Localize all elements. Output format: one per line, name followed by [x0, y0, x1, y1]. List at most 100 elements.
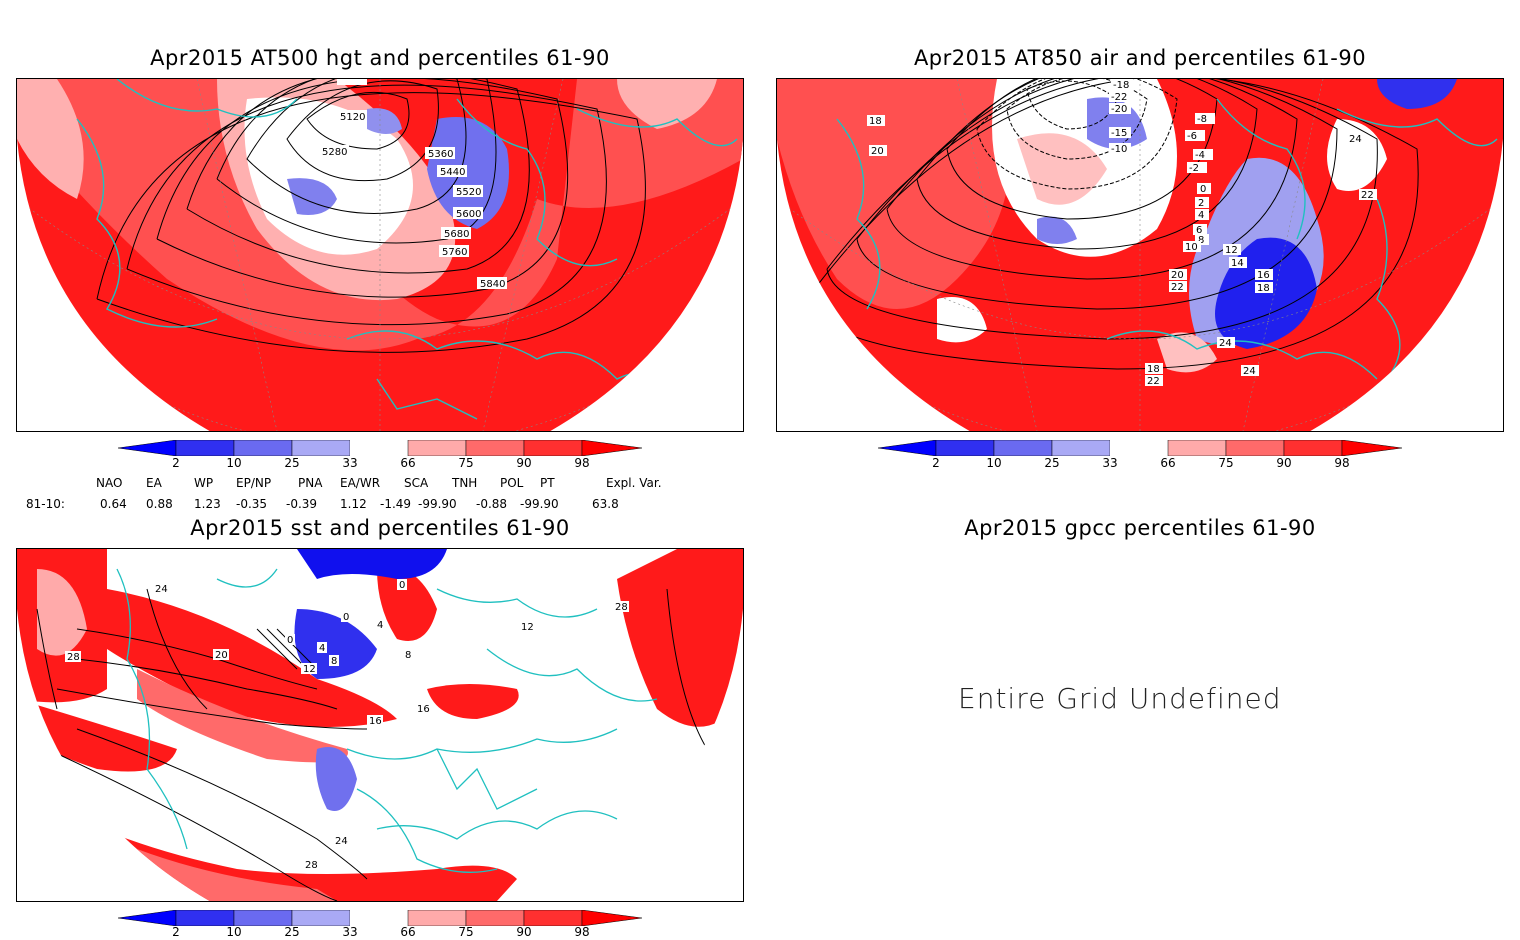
contour-label: 28: [615, 602, 628, 613]
index-header: EA: [146, 476, 162, 490]
index-value: 1.23: [194, 497, 221, 511]
contour-label: 18: [1147, 364, 1160, 375]
index-header: POL: [500, 476, 524, 490]
contour-label: 8: [405, 650, 411, 661]
colorbar-label: 75: [458, 456, 474, 470]
colorbar-label: 2: [932, 456, 940, 470]
index-value: 0.64: [100, 497, 127, 511]
contour-label: 0: [1200, 184, 1206, 195]
contour-label: 4: [319, 643, 325, 654]
colorbar-label: 66: [400, 456, 416, 470]
undefined-grid-message: Entire Grid Undefined: [958, 682, 1282, 715]
index-value: -1.49: [380, 497, 412, 511]
colorbar-label: 90: [1276, 456, 1292, 470]
colorbar-label: 10: [226, 456, 242, 470]
contour-label: 5680: [444, 229, 469, 240]
colorbar-label: 33: [342, 925, 358, 939]
index-header: EP/NP: [236, 476, 272, 490]
contour-label: 22: [1147, 376, 1160, 387]
contour-label: -6: [1187, 131, 1197, 142]
contour-label: 5360: [428, 149, 453, 160]
colorbar-label: 2: [172, 456, 180, 470]
index-header: EA/WR: [340, 476, 381, 490]
index-header: TNH: [452, 476, 478, 490]
colorbar-sst: 2 10 25 33 66 75 90 98: [117, 909, 643, 940]
index-value: 63.8: [592, 497, 619, 511]
colorbar-label: 33: [1102, 456, 1118, 470]
colorbar-swatches: [877, 439, 1403, 457]
colorbar-label: 98: [1334, 456, 1350, 470]
contour-label: 24: [1349, 134, 1362, 145]
map-panel-air850: -18 -22 -20 -15 -10 -8 -6 -4 -2 0 2 4 6 …: [776, 78, 1504, 432]
contour-label: 20: [1171, 270, 1184, 281]
contour-label: 0: [287, 635, 293, 646]
contour-label: 20: [871, 146, 884, 157]
contour-label: 6: [1196, 225, 1202, 236]
contour-label: -8: [1197, 114, 1207, 125]
index-header: SCA: [404, 476, 429, 490]
contour-label: 8: [1198, 235, 1204, 246]
contour-label: 4: [377, 620, 383, 631]
contour-label: 20: [215, 650, 228, 661]
colorbar-swatches: [117, 439, 643, 457]
colorbar-label: 98: [574, 925, 590, 939]
contour-label: 0: [343, 612, 349, 623]
contour-label: 5520: [456, 187, 481, 198]
contour-label: 22: [1171, 282, 1184, 293]
contour-label: 14: [1231, 258, 1244, 269]
contour-label: -4: [1195, 150, 1205, 161]
panel-title-tr: Apr2015 AT850 air and percentiles 61-90: [913, 46, 1367, 70]
index-value: -99.90: [520, 497, 559, 511]
contour-label: 24: [335, 836, 348, 847]
contour-label: -20: [1111, 104, 1127, 115]
index-header: Expl. Var.: [606, 476, 662, 490]
contour-label: 24: [1243, 366, 1256, 377]
contour-label: 28: [67, 652, 80, 663]
panel-title-bl: Apr2015 sst and percentiles 61-90: [190, 516, 570, 540]
index-value: -0.88: [476, 497, 508, 511]
contour-label: -18: [1113, 80, 1129, 91]
map-panel-hgt500: 5120 5280 5360 5440 5520 5600 5680 5760 …: [16, 78, 744, 432]
contour-label: 12: [1225, 245, 1238, 256]
colorbar-label: 33: [342, 456, 358, 470]
colorbar-label: 10: [986, 456, 1002, 470]
index-value: 0.88: [146, 497, 173, 511]
index-header: PNA: [298, 476, 323, 490]
contour-label: 28: [305, 860, 318, 871]
colorbar-label: 75: [1218, 456, 1234, 470]
colorbar-label: 25: [1044, 456, 1060, 470]
colorbar-label: 90: [516, 456, 532, 470]
contour-label: 24: [155, 584, 168, 595]
contour-label: 8: [331, 656, 337, 667]
contour-label: -10: [1111, 144, 1127, 155]
contour-label: 18: [1257, 283, 1270, 294]
colorbar-hgt500: 2 10 25 33 66 75 90 98: [117, 439, 643, 472]
index-value: -99.90: [418, 497, 457, 511]
contour-label: -22: [1111, 92, 1127, 103]
contour-label: 10: [1185, 242, 1198, 253]
contour-label: 5120: [340, 112, 365, 123]
colorbar-label: 66: [400, 925, 416, 939]
panel-title-tl: Apr2015 AT500 hgt and percentiles 61-90: [150, 46, 610, 70]
contour-label: 0: [399, 580, 405, 591]
colorbar-label: 25: [284, 456, 300, 470]
contour-label: 12: [303, 664, 316, 675]
contour-label: 5600: [456, 209, 481, 220]
colorbar-label: 98: [574, 456, 590, 470]
contour-label: 5440: [440, 167, 465, 178]
contour-label: 5840: [480, 279, 505, 290]
contour-label: 2: [1198, 198, 1204, 209]
index-header: WP: [194, 476, 214, 490]
index-value: -0.35: [236, 497, 268, 511]
contour-label: 5760: [442, 247, 467, 258]
colorbar-label: 10: [226, 925, 242, 939]
panel-title-br: Apr2015 gpcc percentiles 61-90: [964, 516, 1316, 540]
contour-label: 12: [521, 622, 534, 633]
colorbar-label: 90: [516, 925, 532, 939]
contour-label: 16: [369, 716, 382, 727]
colorbar-label: 2: [172, 925, 180, 939]
colorbar-swatches: [117, 909, 643, 927]
contour-label: 18: [869, 116, 882, 127]
contour-label: 24: [1219, 338, 1232, 349]
index-header: NAO: [96, 476, 123, 490]
